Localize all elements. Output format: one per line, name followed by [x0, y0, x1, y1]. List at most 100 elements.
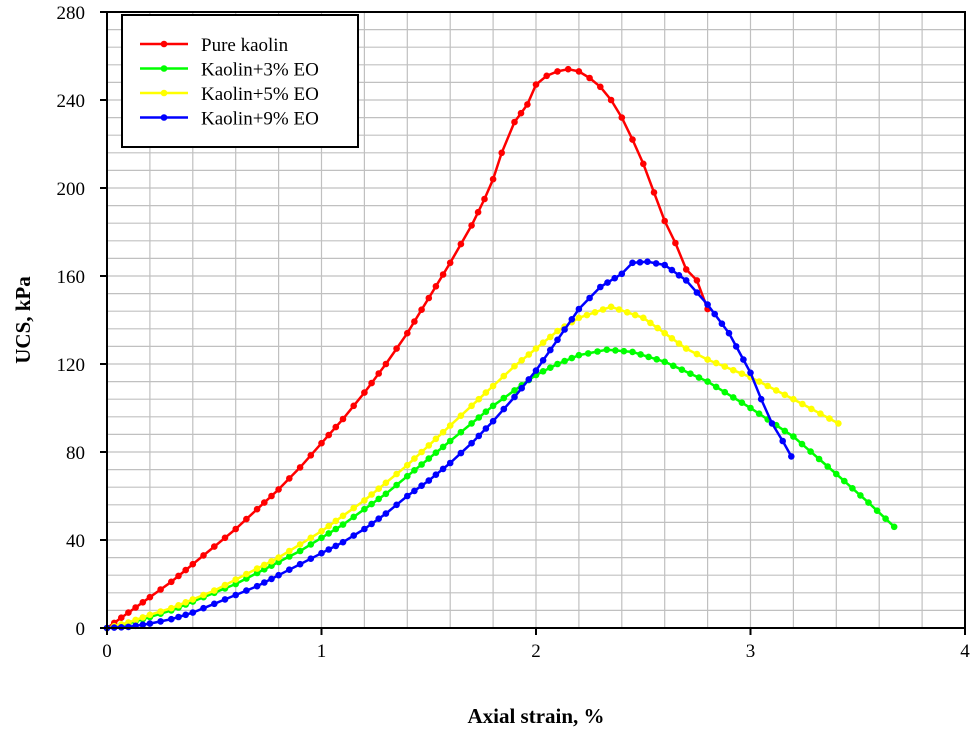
series-line	[106, 305, 839, 630]
data-point-marker	[261, 499, 268, 506]
data-point-marker	[500, 394, 508, 402]
data-point-marker	[318, 439, 325, 447]
data-point-marker	[368, 520, 375, 528]
data-point-marker	[640, 314, 647, 322]
data-point-marker	[849, 485, 856, 492]
data-point-marker	[189, 609, 197, 616]
data-series	[103, 65, 898, 632]
data-point-marker	[146, 593, 154, 601]
data-point-marker	[468, 439, 475, 447]
data-point-marker	[286, 547, 293, 555]
legend-item: Pure kaolin	[140, 35, 289, 56]
data-point-marker	[318, 527, 325, 535]
data-point-marker	[393, 345, 400, 352]
data-point-marker	[718, 320, 726, 328]
data-point-marker	[623, 309, 631, 316]
data-point-marker	[439, 428, 447, 436]
data-point-marker	[253, 565, 261, 572]
data-point-marker	[211, 543, 218, 550]
data-point-marker	[518, 357, 525, 364]
data-point-marker	[146, 611, 154, 619]
data-point-marker	[307, 534, 315, 542]
data-point-marker	[118, 614, 125, 621]
data-point-marker	[704, 301, 711, 308]
data-point-marker	[418, 306, 425, 314]
y-tick-label: 160	[57, 267, 86, 288]
data-point-marker	[618, 270, 626, 278]
data-point-marker	[296, 464, 304, 471]
data-point-marker	[132, 604, 139, 611]
data-point-marker	[296, 547, 304, 555]
data-point-marker	[146, 620, 154, 627]
data-point-marker	[873, 507, 881, 514]
data-point-marker	[747, 404, 754, 412]
data-point-marker	[518, 384, 525, 392]
data-point-marker	[693, 350, 701, 358]
data-point-marker	[446, 459, 454, 467]
data-point-marker	[857, 492, 864, 499]
data-point-marker	[168, 604, 175, 612]
data-point-marker	[182, 599, 189, 606]
y-tick-label: 240	[57, 91, 86, 112]
data-point-marker	[489, 382, 497, 390]
data-point-marker	[243, 570, 250, 578]
data-point-marker	[482, 408, 490, 416]
data-point-marker	[712, 359, 720, 367]
data-point-marker	[675, 272, 683, 279]
data-point-marker	[607, 96, 615, 104]
data-point-marker	[418, 482, 425, 490]
data-point-marker	[554, 68, 561, 75]
legend-label: Kaolin+3% EO	[201, 60, 319, 81]
data-point-marker	[882, 515, 889, 522]
data-point-marker	[439, 465, 447, 473]
data-point-marker	[211, 587, 218, 594]
data-point-marker	[457, 412, 465, 420]
data-point-marker	[695, 374, 703, 381]
data-point-marker	[561, 326, 568, 333]
data-point-marker	[182, 566, 189, 574]
data-point-marker	[157, 608, 164, 615]
data-point-marker	[307, 452, 315, 459]
data-point-marker	[296, 541, 304, 548]
data-point-marker	[350, 532, 358, 539]
data-point-marker	[446, 422, 454, 429]
data-point-marker	[768, 420, 776, 427]
data-point-marker	[790, 395, 797, 403]
data-point-marker	[755, 378, 763, 385]
data-point-marker	[704, 378, 711, 385]
data-point-marker	[189, 596, 197, 603]
data-point-marker	[631, 311, 639, 319]
data-point-marker	[350, 402, 358, 410]
data-point-marker	[799, 400, 806, 408]
data-point-marker	[253, 582, 261, 590]
data-point-marker	[307, 541, 315, 548]
data-point-marker	[350, 513, 358, 521]
data-point-marker	[583, 311, 591, 319]
data-point-marker	[325, 522, 333, 530]
data-point-marker	[481, 195, 488, 203]
data-point-marker	[711, 310, 718, 318]
data-point-marker	[325, 546, 333, 553]
data-point-marker	[764, 382, 771, 390]
data-point-marker	[332, 423, 340, 431]
data-point-marker	[296, 560, 304, 568]
data-point-marker	[404, 461, 411, 469]
y-tick-label: 120	[57, 355, 86, 376]
data-point-marker	[725, 329, 733, 337]
data-point-marker	[339, 415, 347, 423]
data-point-marker	[672, 239, 679, 247]
data-point-marker	[393, 501, 400, 509]
data-point-marker	[318, 534, 325, 542]
data-point-marker	[554, 336, 561, 344]
data-point-marker	[446, 259, 454, 267]
data-point-marker	[554, 360, 561, 368]
data-point-marker	[200, 604, 207, 612]
legend: Pure kaolin Kaolin+3% EO Kaolin+5% EO Kaoli…	[121, 14, 359, 148]
data-point-marker	[182, 611, 189, 619]
data-point-marker	[221, 596, 229, 603]
data-point-marker	[232, 576, 239, 583]
data-point-marker	[629, 348, 636, 356]
data-point-marker	[432, 471, 440, 479]
data-point-marker	[682, 266, 690, 273]
